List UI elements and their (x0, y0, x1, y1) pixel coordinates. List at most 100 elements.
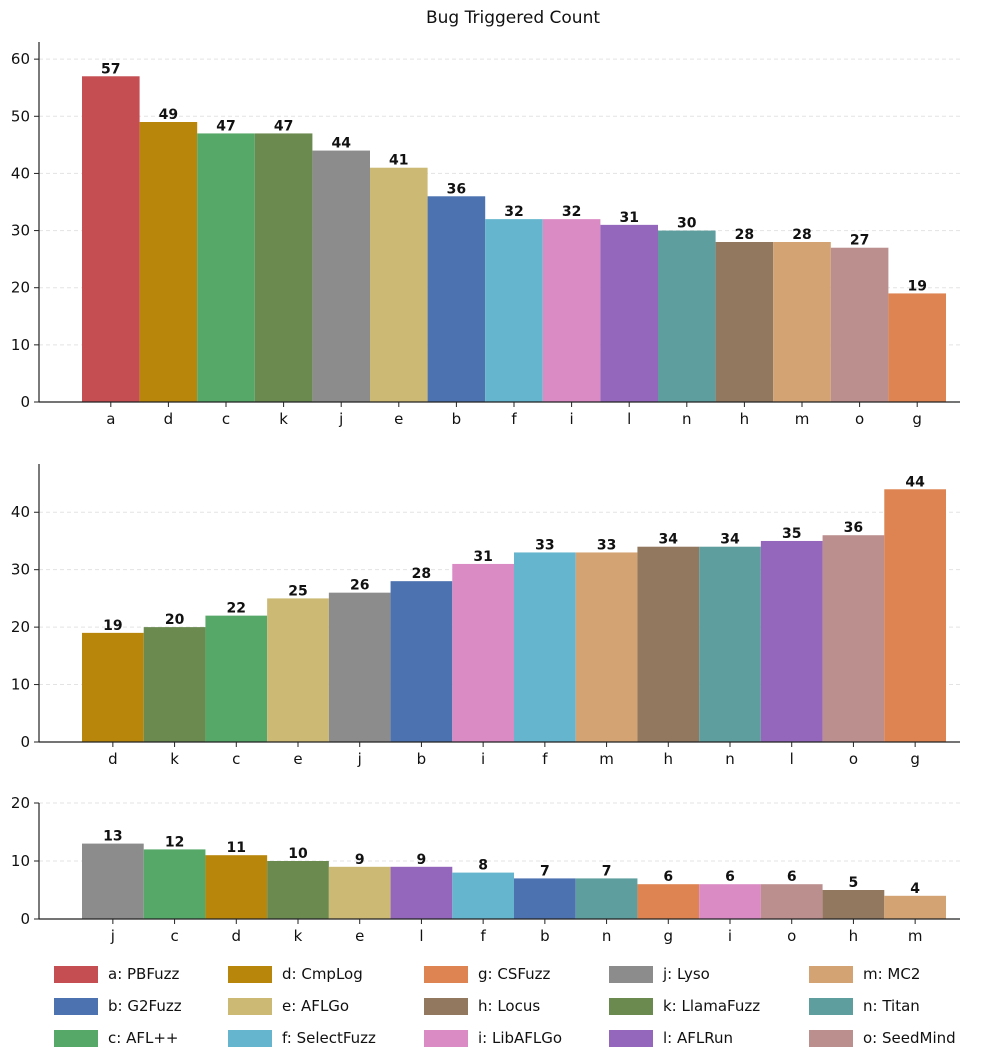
x-tick-label: e (293, 750, 302, 768)
bar-e (370, 167, 428, 402)
data-label: 5 (849, 875, 859, 891)
legend: a: PBFuzz b: G2Fuzz c: AFL++ d: CmpLog e: AF… (54, 962, 994, 1058)
y-tick-label: 0 (20, 393, 30, 411)
bar-n (699, 546, 761, 742)
legend-label: c: AFL++ (108, 1029, 179, 1047)
y-tick-label: 20 (11, 618, 30, 636)
legend-label: k: LlamaFuzz (663, 997, 761, 1015)
x-tick-label: e (394, 410, 403, 428)
data-label: 9 (417, 852, 427, 868)
bar-o (760, 884, 823, 919)
data-label: 26 (350, 578, 369, 594)
x-tick-label: e (355, 927, 364, 945)
legend-item-k: k: LlamaFuzz (609, 994, 760, 1018)
legend-swatch (424, 997, 468, 1015)
bar-g (884, 489, 946, 742)
y-tick-label: 40 (11, 503, 30, 521)
x-tick-label: n (725, 750, 735, 768)
x-tick-label: c (170, 927, 178, 945)
chart-panel-3: 0 10 20 13 j 12 c 11 d 10 k 9 e 9 l 8 f 7 b 7 n 6 g 6 i 6 o 5 h 4 m (11, 794, 960, 945)
x-tick-label: h (849, 927, 859, 945)
data-label: 28 (735, 227, 754, 243)
y-tick-label: 50 (11, 107, 30, 125)
data-label: 28 (412, 566, 431, 582)
x-tick-label: m (599, 750, 614, 768)
data-label: 13 (103, 829, 122, 845)
data-label: 20 (165, 612, 185, 628)
bar-j (312, 150, 370, 402)
data-label: 31 (619, 210, 638, 226)
data-label: 44 (905, 474, 925, 490)
legend-item-g: g: CSFuzz (424, 962, 550, 986)
y-tick-label: 20 (11, 794, 30, 812)
x-tick-label: l (419, 927, 423, 945)
bar-k (267, 861, 329, 919)
legend-label: h: Locus (478, 997, 541, 1015)
legend-swatch (424, 965, 468, 983)
data-label: 27 (850, 233, 869, 249)
x-tick-label: h (664, 750, 674, 768)
x-tick-label: h (740, 410, 750, 428)
legend-label: l: AFLRun (663, 1029, 733, 1047)
data-label: 33 (535, 537, 554, 553)
legend-item-c: c: AFL++ (54, 1026, 178, 1050)
data-label: 33 (597, 537, 616, 553)
data-label: 28 (792, 227, 811, 243)
bar-f (452, 872, 514, 919)
bar-m (773, 242, 831, 402)
legend-swatch (809, 965, 853, 983)
bar-e (267, 598, 329, 742)
legend-item-j: j: Lyso (609, 962, 710, 986)
x-tick-label: l (790, 750, 794, 768)
legend-swatch (609, 997, 653, 1015)
legend-label: m: MC2 (863, 965, 921, 983)
y-tick-label: 40 (11, 164, 30, 182)
bar-d (139, 122, 198, 402)
data-label: 35 (782, 526, 801, 542)
x-tick-label: g (912, 410, 922, 428)
bar-l (760, 540, 823, 742)
bar-j (328, 592, 391, 742)
legend-label: o: SeedMind (863, 1029, 956, 1047)
data-label: 4 (910, 881, 920, 897)
bar-g (637, 884, 700, 919)
x-tick-label: d (164, 410, 174, 428)
x-tick-label: b (417, 750, 427, 768)
bar-b (390, 581, 453, 742)
legend-swatch (228, 997, 272, 1015)
x-tick-label: i (570, 410, 574, 428)
bar-o (830, 247, 889, 402)
x-tick-label: f (481, 927, 487, 945)
data-label: 6 (663, 869, 673, 885)
bar-d (205, 855, 268, 919)
legend-label: f: SelectFuzz (282, 1029, 376, 1047)
data-label: 41 (389, 153, 408, 169)
legend-item-e: e: AFLGo (228, 994, 349, 1018)
legend-swatch (228, 965, 272, 983)
legend-item-b: b: G2Fuzz (54, 994, 182, 1018)
x-tick-label: i (728, 927, 732, 945)
data-label: 7 (540, 863, 550, 879)
bar-f (514, 552, 576, 742)
legend-label: e: AFLGo (282, 997, 350, 1015)
legend-item-d: d: CmpLog (228, 962, 363, 986)
bar-e (328, 866, 391, 919)
legend-swatch (424, 1029, 468, 1047)
legend-swatch (609, 1029, 653, 1047)
bar-m (575, 552, 638, 742)
y-tick-label: 10 (11, 852, 30, 870)
data-label: 19 (103, 618, 122, 634)
y-tick-label: 10 (11, 336, 30, 354)
x-tick-label: d (108, 750, 118, 768)
data-label: 22 (227, 601, 246, 617)
data-label: 49 (159, 107, 178, 123)
bar-i (699, 884, 761, 919)
bar-f (485, 219, 543, 402)
data-label: 44 (331, 136, 351, 152)
x-tick-label: j (357, 750, 362, 768)
chart-title: Bug Triggered Count (426, 8, 600, 28)
bar-l (600, 224, 658, 402)
legend-label: n: Titan (863, 997, 920, 1015)
x-tick-label: o (849, 750, 858, 768)
x-tick-label: k (170, 750, 179, 768)
